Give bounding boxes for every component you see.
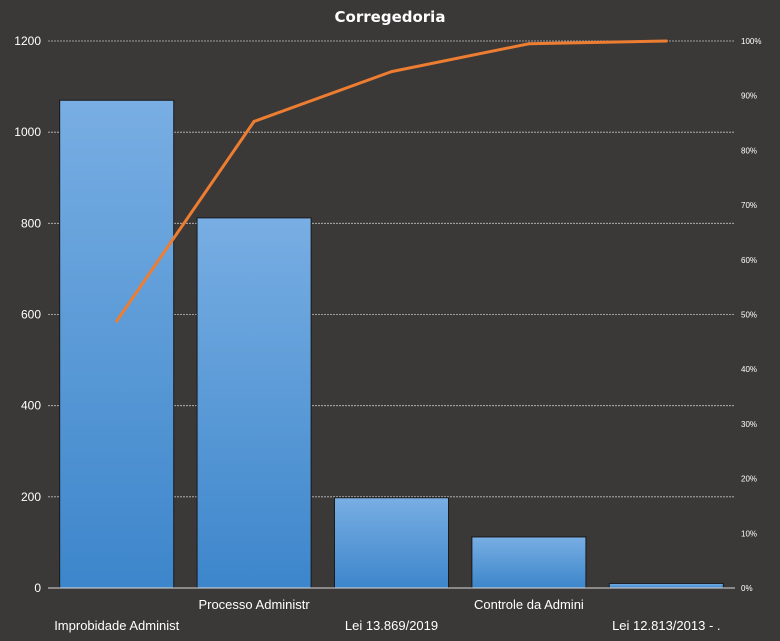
y2-tick-label: 40% bbox=[741, 365, 757, 374]
bar bbox=[59, 99, 175, 589]
y-tick-label: 600 bbox=[21, 308, 41, 322]
x-tick-label: Lei 12.813/2013 - . bbox=[612, 618, 720, 633]
y-tick-label: 200 bbox=[21, 490, 41, 504]
line-point bbox=[115, 319, 119, 323]
line-point bbox=[252, 119, 256, 123]
y2-tick-label: 50% bbox=[741, 311, 757, 320]
line-point bbox=[527, 42, 531, 46]
y2-tick-label: 70% bbox=[741, 201, 757, 210]
y2-tick-label: 20% bbox=[741, 475, 757, 484]
y2-tick-label: 10% bbox=[741, 529, 757, 538]
y-tick-label: 1200 bbox=[14, 34, 41, 48]
y2-tick-label: 90% bbox=[741, 92, 757, 101]
y2-tick-label: 30% bbox=[741, 420, 757, 429]
y-tick-label: 400 bbox=[21, 399, 41, 413]
line-point bbox=[664, 39, 668, 43]
x-tick-label: Controle da Admini bbox=[474, 597, 584, 612]
y-tick-label: 1000 bbox=[14, 125, 41, 139]
x-tick-label: Lei 13.869/2019 bbox=[345, 618, 438, 633]
y2-tick-label: 100% bbox=[741, 37, 761, 46]
y2-tick-label: 80% bbox=[741, 146, 757, 155]
chart-title: Corregedoria bbox=[334, 8, 446, 26]
x-tick-label: Improbidade Administ bbox=[54, 618, 179, 633]
y2-tick-label: 0% bbox=[741, 584, 753, 593]
y-tick-label: 0 bbox=[34, 581, 41, 595]
bar bbox=[196, 217, 312, 589]
y-tick-label: 800 bbox=[21, 216, 41, 230]
bar bbox=[608, 582, 724, 589]
y2-tick-label: 60% bbox=[741, 256, 757, 265]
bar bbox=[471, 536, 587, 589]
x-tick-label: Processo Administr bbox=[198, 597, 310, 612]
line-point bbox=[390, 70, 393, 74]
bar bbox=[333, 497, 450, 589]
